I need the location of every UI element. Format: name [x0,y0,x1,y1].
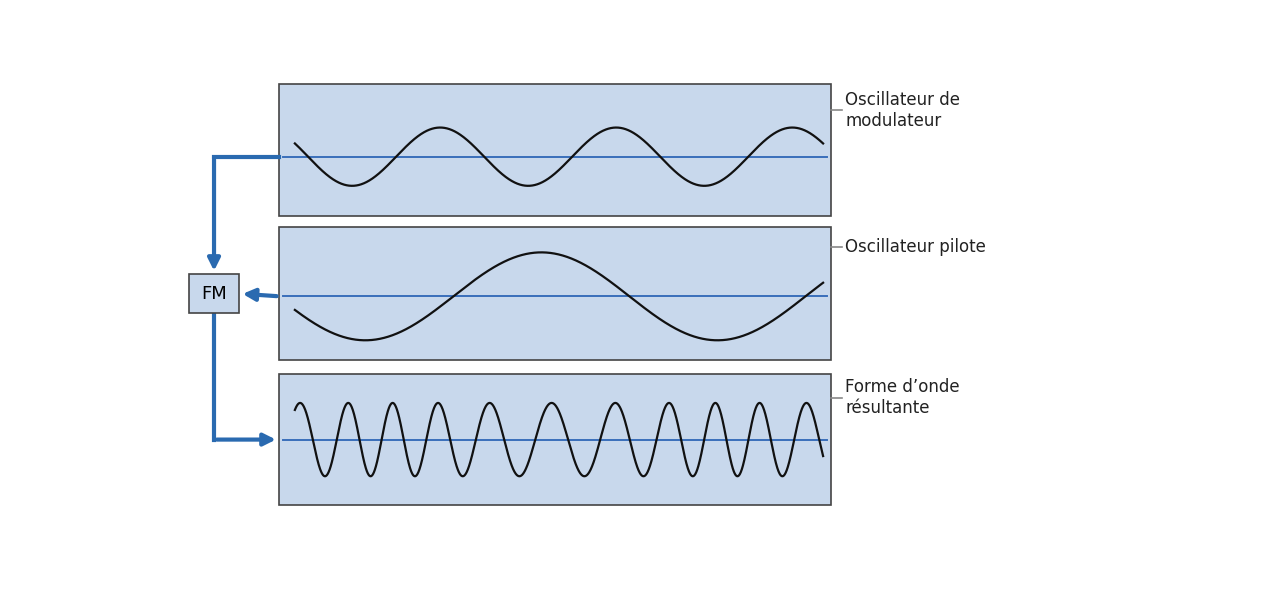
Bar [189,274,240,313]
Text: Oscillateur pilote: Oscillateur pilote [846,238,986,256]
Bar [279,374,831,505]
Bar [279,227,831,360]
Text: FM: FM [201,285,227,303]
Text: Oscillateur de
modulateur: Oscillateur de modulateur [846,91,961,130]
Bar [279,84,831,216]
Text: Forme d’onde
résultante: Forme d’onde résultante [846,378,961,417]
